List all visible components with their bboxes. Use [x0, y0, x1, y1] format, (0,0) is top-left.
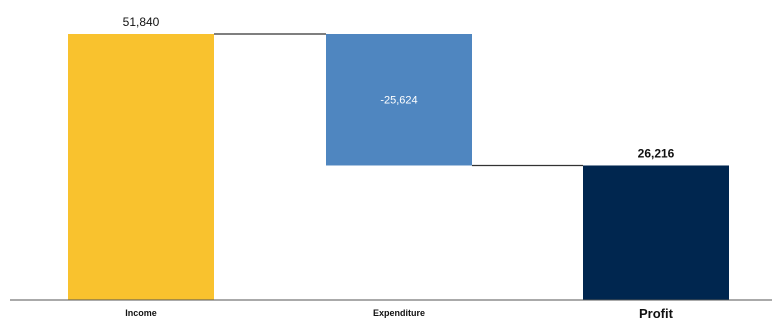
bar-income: [68, 34, 214, 300]
data-label-income: 51,840: [123, 15, 160, 29]
bar-profit: [583, 165, 729, 300]
category-label-expenditure: Expenditure: [373, 308, 425, 318]
data-label-profit: 26,216: [638, 146, 675, 160]
bar-expenditure: [326, 34, 472, 166]
data-label-expenditure: -25,624: [380, 95, 417, 107]
category-label-profit: Profit: [639, 306, 674, 321]
category-label-income: Income: [125, 308, 157, 318]
